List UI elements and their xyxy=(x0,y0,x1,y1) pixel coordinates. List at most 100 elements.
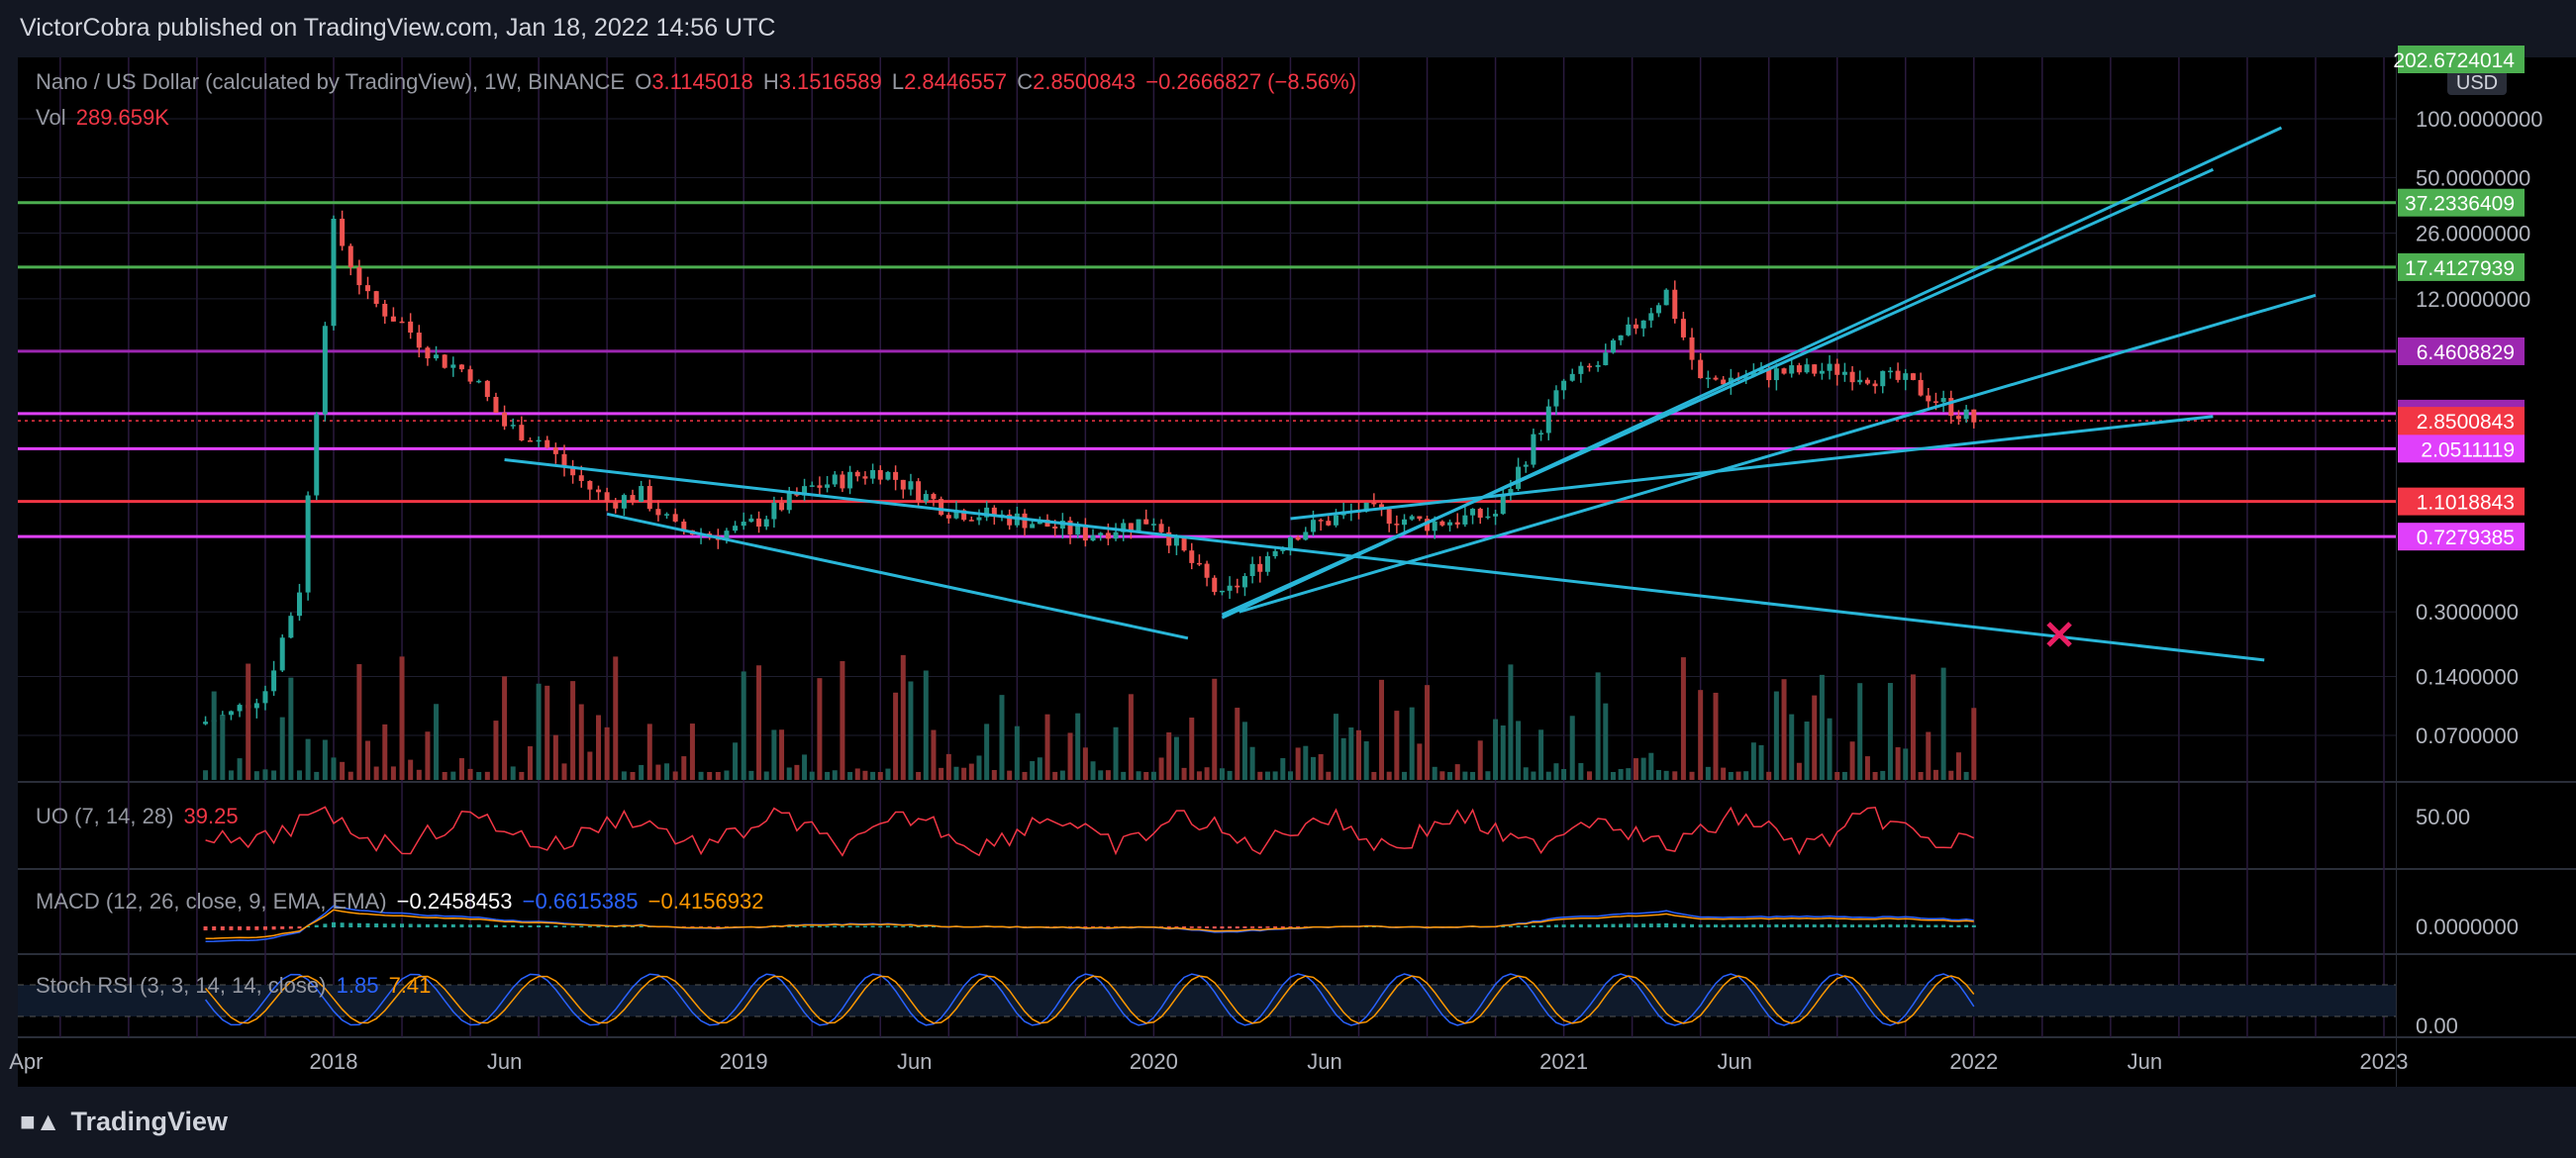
macd-histogram-bar xyxy=(1933,924,1938,927)
candle-body xyxy=(672,514,678,522)
tradingview-logo[interactable]: ■▲ TradingView xyxy=(20,1107,228,1137)
macd-histogram-bar xyxy=(476,924,481,927)
close-label: C xyxy=(1017,69,1034,94)
price-label: 2.0511119 xyxy=(2398,434,2525,463)
uo-legend: UO (7, 14, 28) 39.25 xyxy=(36,804,243,829)
macd-histogram-bar xyxy=(1797,924,1802,927)
macd-label: MACD (12, 26, close, 9, EMA, EMA) xyxy=(36,889,387,914)
volume-bar xyxy=(305,738,311,780)
volume-bar xyxy=(1196,771,1202,780)
price-label: 37.2336409 xyxy=(2398,188,2525,217)
close-value: 2.8500843 xyxy=(1033,69,1137,94)
volume-bar xyxy=(655,764,661,780)
candle-body xyxy=(1105,532,1111,539)
volume-bar xyxy=(1618,769,1624,780)
volume-bar xyxy=(1432,766,1437,780)
y-tick-label: 12.0000000 xyxy=(2416,287,2530,312)
volume-bar xyxy=(931,729,937,780)
candle-body xyxy=(1545,406,1551,434)
tradingview-logo-text: TradingView xyxy=(70,1107,228,1136)
volume-bar xyxy=(1603,703,1609,780)
candle-body xyxy=(1462,515,1468,525)
price-label-text: 6.4608829 xyxy=(2417,341,2515,364)
macd-histogram-bar xyxy=(400,923,405,927)
price-label: 1.1018843 xyxy=(2398,487,2525,516)
candle-body xyxy=(877,469,883,480)
candle-body xyxy=(305,495,311,593)
candle-body xyxy=(561,453,567,467)
candle-body xyxy=(1963,409,1969,420)
candle-body xyxy=(1212,577,1218,593)
volume-bar xyxy=(279,717,285,780)
volume-bar xyxy=(825,771,831,780)
candle-body xyxy=(314,414,320,496)
volume-bar xyxy=(1932,769,1938,780)
volume-bar xyxy=(779,729,785,780)
trend-line xyxy=(1290,415,2214,521)
volume-bar xyxy=(991,769,997,780)
candle-body xyxy=(724,531,730,540)
candle-body xyxy=(1136,519,1141,531)
macd-histogram-bar xyxy=(716,926,721,928)
macd-histogram-bar xyxy=(579,925,584,927)
candle-body xyxy=(1578,365,1584,374)
volume-bar xyxy=(1257,771,1263,780)
volume-bar xyxy=(1485,771,1491,780)
macd-histogram-bar xyxy=(1273,926,1278,928)
macd-histogram-bar xyxy=(212,926,217,931)
macd-histogram-bar xyxy=(203,926,208,931)
volume-bar xyxy=(1409,707,1415,780)
price-label-text: 202.6724014 xyxy=(2393,49,2515,72)
candle-body xyxy=(1287,536,1293,548)
uo-line xyxy=(205,806,1975,857)
volume-bar xyxy=(1098,770,1104,780)
macd-histogram-bar xyxy=(1182,926,1187,928)
volume-bar xyxy=(698,771,704,780)
volume-bar xyxy=(1561,769,1567,780)
volume-bar xyxy=(271,770,277,780)
macd-histogram-bar xyxy=(1828,923,1833,927)
macd-histogram-bar xyxy=(408,923,413,927)
candle-body xyxy=(1721,379,1727,385)
volume-bar xyxy=(1864,756,1870,780)
candle-body xyxy=(1143,519,1149,525)
volume-bar xyxy=(1356,729,1361,780)
price-axis[interactable] xyxy=(2396,57,2576,1087)
price-label: 0.7279385 xyxy=(2398,523,2525,551)
candle-body xyxy=(870,469,876,479)
candle-body xyxy=(1219,590,1225,593)
macd-histogram-bar xyxy=(271,926,276,930)
volume-bar xyxy=(1595,672,1601,780)
header: VictorCobra published on TradingView.com… xyxy=(0,0,2576,57)
volume-bar xyxy=(442,771,447,780)
macd-histogram-bar xyxy=(1759,923,1764,927)
candle-body xyxy=(1326,521,1332,526)
volume-bar xyxy=(1326,771,1332,780)
macd-signal-line xyxy=(205,909,1974,939)
volume-bar xyxy=(356,664,362,780)
candle-body xyxy=(1150,524,1156,526)
stoch-d-value: 7.41 xyxy=(388,973,432,998)
macd-histogram-bar xyxy=(262,926,267,930)
candle-body xyxy=(1812,364,1818,374)
x-tick-label: 2021 xyxy=(1539,1049,1588,1074)
volume-bar xyxy=(253,771,259,780)
uo-value: 39.25 xyxy=(183,804,239,828)
volume-bar xyxy=(1812,695,1818,780)
volume-bar xyxy=(877,772,883,780)
macd-histogram-bar xyxy=(545,925,549,927)
macd-histogram-bar xyxy=(332,921,336,927)
candle-body xyxy=(502,412,508,427)
macd-histogram-bar xyxy=(794,925,799,927)
volume-bar xyxy=(1819,674,1825,780)
macd-histogram-bar xyxy=(817,925,822,927)
candle-body xyxy=(373,291,379,304)
candle-body xyxy=(1173,536,1179,546)
volume-bar xyxy=(1402,771,1408,780)
macd-histogram-bar xyxy=(1546,924,1551,927)
volume-bar xyxy=(1538,729,1544,780)
currency-badge: USD xyxy=(2447,69,2507,95)
volume-bar xyxy=(211,691,217,780)
volume-bar xyxy=(399,656,405,780)
